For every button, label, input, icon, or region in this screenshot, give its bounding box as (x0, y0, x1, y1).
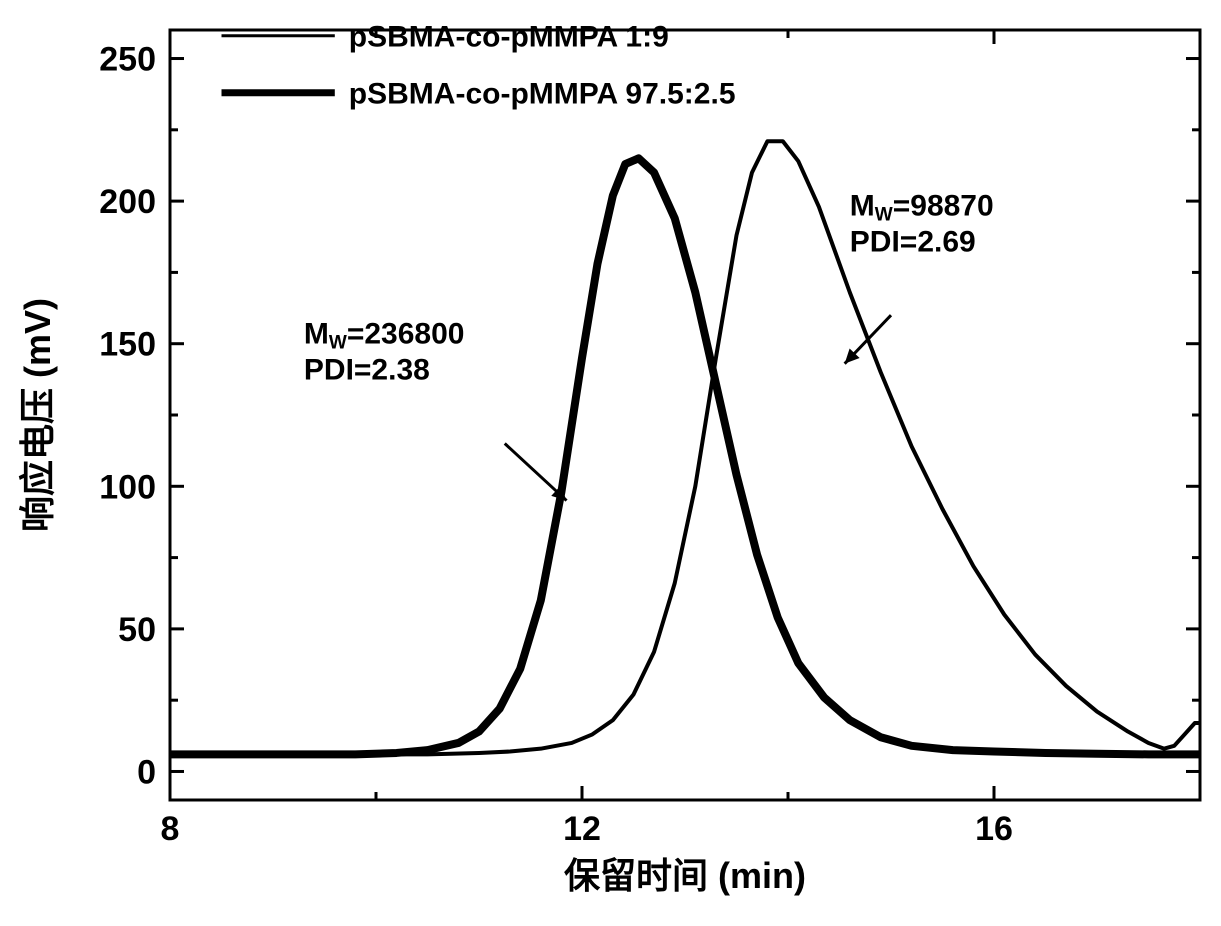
y-axis-label: 响应电压 (mV) (17, 298, 58, 532)
y-tick-label: 50 (118, 611, 156, 649)
annotation-text: MW=98870 (850, 189, 994, 225)
y-tick-label: 150 (99, 326, 156, 364)
legend-label-0: pSBMA-co-pMMPA 1:9 (349, 21, 669, 54)
annotation-text: MW=236800 (304, 318, 465, 354)
annotation-text: PDI=2.69 (850, 225, 976, 258)
plot-frame (170, 30, 1200, 800)
x-tick-label: 8 (161, 810, 180, 848)
x-tick-label: 16 (975, 810, 1013, 848)
legend-label-1: pSBMA-co-pMMPA 97.5:2.5 (349, 78, 736, 111)
x-tick-label: 12 (563, 810, 601, 848)
gpc-chart: 8 12 16 0 50 100 150 200 250 保留时间 (min) 响应电压 (mV) p… (0, 0, 1221, 926)
x-axis-label: 保留时间 (min) (564, 855, 806, 896)
y-tick-label: 100 (99, 468, 156, 506)
y-tick-label: 0 (137, 753, 156, 791)
y-tick-label: 200 (99, 183, 156, 221)
y-tick-label: 250 (99, 41, 156, 79)
annotation-text: PDI=2.38 (304, 354, 430, 387)
